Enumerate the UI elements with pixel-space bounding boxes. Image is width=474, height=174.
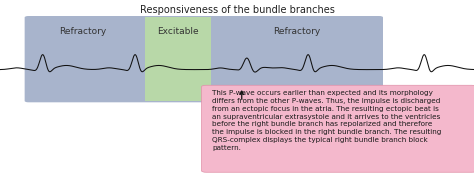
Text: Responsiveness of the bundle branches: Responsiveness of the bundle branches <box>139 5 335 15</box>
Text: Refractory: Refractory <box>59 27 107 36</box>
Bar <box>145 17 211 101</box>
FancyBboxPatch shape <box>25 16 383 102</box>
Text: Excitable: Excitable <box>157 27 199 36</box>
FancyBboxPatch shape <box>201 85 474 172</box>
Text: This P-wave occurs earlier than expected and its morphology
differs from the oth: This P-wave occurs earlier than expected… <box>212 90 441 151</box>
Text: Refractory: Refractory <box>273 27 320 36</box>
